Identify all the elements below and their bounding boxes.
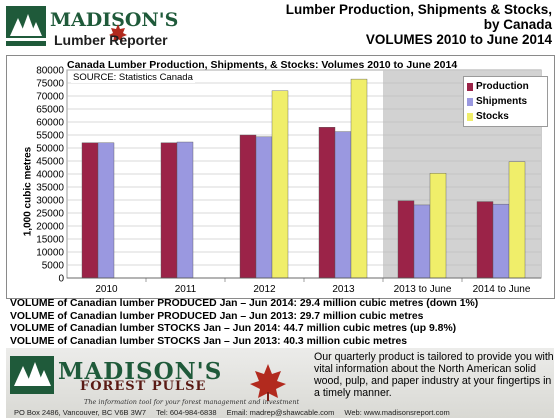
summary-line: VOLUME of Canadian lumber PRODUCED Jan –…	[10, 310, 424, 322]
legend-swatch	[467, 82, 473, 91]
y-tick-label: 45000	[36, 157, 64, 168]
y-axis-label: 1,000 cubic metres	[22, 146, 34, 237]
y-tick-label: 75000	[36, 79, 64, 90]
forest-pulse-subtitle: FOREST PULSE	[80, 379, 207, 394]
y-tick-label: 50000	[36, 144, 64, 155]
bar-stocks	[508, 161, 526, 279]
y-tick-label: 55000	[36, 131, 64, 142]
chart-legend: Production Shipments Stocks	[463, 76, 548, 127]
footer-banner: MADISON'S FOREST PULSE The information t…	[6, 348, 554, 418]
bar-production	[239, 134, 257, 279]
legend-swatch	[467, 112, 473, 121]
forest-pulse-logo: MADISON'S FOREST PULSE The information t…	[10, 354, 299, 406]
footer-blurb: Our quarterly product is tailored to pro…	[314, 351, 554, 399]
tree-icon	[10, 356, 54, 394]
y-tick-label: 20000	[36, 222, 64, 233]
y-tick-label: 65000	[36, 105, 64, 116]
website-link[interactable]: Web: www.madisonsreport.com	[344, 408, 450, 417]
bar-shipments	[492, 203, 510, 279]
contact-bar: PO Box 2486, Vancouver, BC V6B 3W7 Tel: …	[6, 406, 554, 419]
email-link[interactable]: Email: madrep@shawcable.com	[226, 408, 335, 417]
x-tick-label: 2012	[253, 284, 276, 295]
summary-line: VOLUME of Canadian lumber STOCKS Jan – J…	[10, 335, 408, 347]
maple-leaf-icon	[250, 364, 286, 401]
x-tick-label: 2013	[332, 284, 355, 295]
y-tick-label: 35000	[36, 183, 64, 194]
bar-shipments	[413, 204, 431, 279]
x-tick-label: 2013 to June	[394, 284, 452, 295]
bar-stocks	[271, 90, 289, 279]
report-title-line: by Canada	[483, 17, 552, 32]
bar-production	[81, 142, 99, 279]
logo-line1: MADISON'S	[50, 9, 178, 31]
logo-line2: Lumber Reporter	[54, 32, 168, 48]
summary-line: VOLUME of Canadian lumber PRODUCED Jan –…	[10, 298, 479, 309]
y-tick-label: 60000	[36, 118, 64, 129]
y-tick-label: 5000	[42, 261, 65, 272]
bar-stocks	[429, 173, 447, 279]
chart-frame: 0 5000 10000 15000 20000 25000 30000 35000 40000…	[6, 55, 555, 299]
forest-pulse-tagline: The information tool for your forest man…	[84, 398, 300, 406]
y-tick-label: 15000	[36, 235, 64, 246]
y-tick-label: 10000	[36, 248, 64, 259]
bar-production	[476, 201, 494, 279]
chart-title: Canada Lumber Production, Shipments, & S…	[67, 59, 458, 71]
legend-item-production: Production	[467, 79, 545, 94]
report-title: Lumber Production, Shipments & Stocks, b…	[286, 2, 552, 47]
bar-shipments	[97, 142, 115, 279]
legend-item-shipments: Shipments	[467, 94, 545, 109]
bar-production	[318, 126, 336, 279]
phone-text: Tel: 604-984-6838	[156, 408, 217, 417]
address-text: PO Box 2486, Vancouver, BC V6B 3W7	[14, 408, 147, 417]
madisons-lumber-reporter-logo: MADISON'S Lumber Reporter	[6, 6, 194, 50]
bar-shipments	[255, 136, 273, 279]
legend-label: Stocks	[476, 111, 509, 122]
y-tick-label: 25000	[36, 209, 64, 220]
y-tick-label: 70000	[36, 92, 64, 103]
bar-shipments	[176, 141, 194, 279]
bar-shipments	[334, 131, 352, 279]
legend-item-stocks: Stocks	[467, 109, 545, 124]
forest-pulse-title: MADISON'S	[58, 358, 223, 385]
report-title-line: VOLUMES 2010 to June 2014	[365, 32, 552, 47]
bar-stocks	[350, 78, 368, 279]
summary-line: VOLUME of Canadian lumber STOCKS Jan – J…	[10, 323, 457, 334]
y-tick-label: 30000	[36, 196, 64, 207]
x-tick-label: 2010	[95, 284, 118, 295]
legend-label: Production	[476, 81, 529, 92]
x-tick-label: 2011	[175, 284, 197, 295]
chart-source: SOURCE: Statistics Canada	[71, 72, 195, 83]
legend-label: Shipments	[476, 96, 528, 107]
y-tick-label: 40000	[36, 170, 64, 181]
bar-production	[397, 200, 415, 279]
legend-swatch	[467, 97, 473, 106]
summary-block: VOLUME of Canadian lumber PRODUCED Jan –…	[10, 298, 555, 348]
y-tick-label: 0	[58, 274, 64, 285]
y-tick-label: 80000	[36, 66, 64, 77]
header: MADISON'S Lumber Reporter Lumber Product…	[0, 0, 560, 54]
x-tick-label: 2014 to June	[473, 284, 531, 295]
bar-production	[160, 142, 178, 279]
report-title-line: Lumber Production, Shipments & Stocks,	[285, 2, 552, 17]
